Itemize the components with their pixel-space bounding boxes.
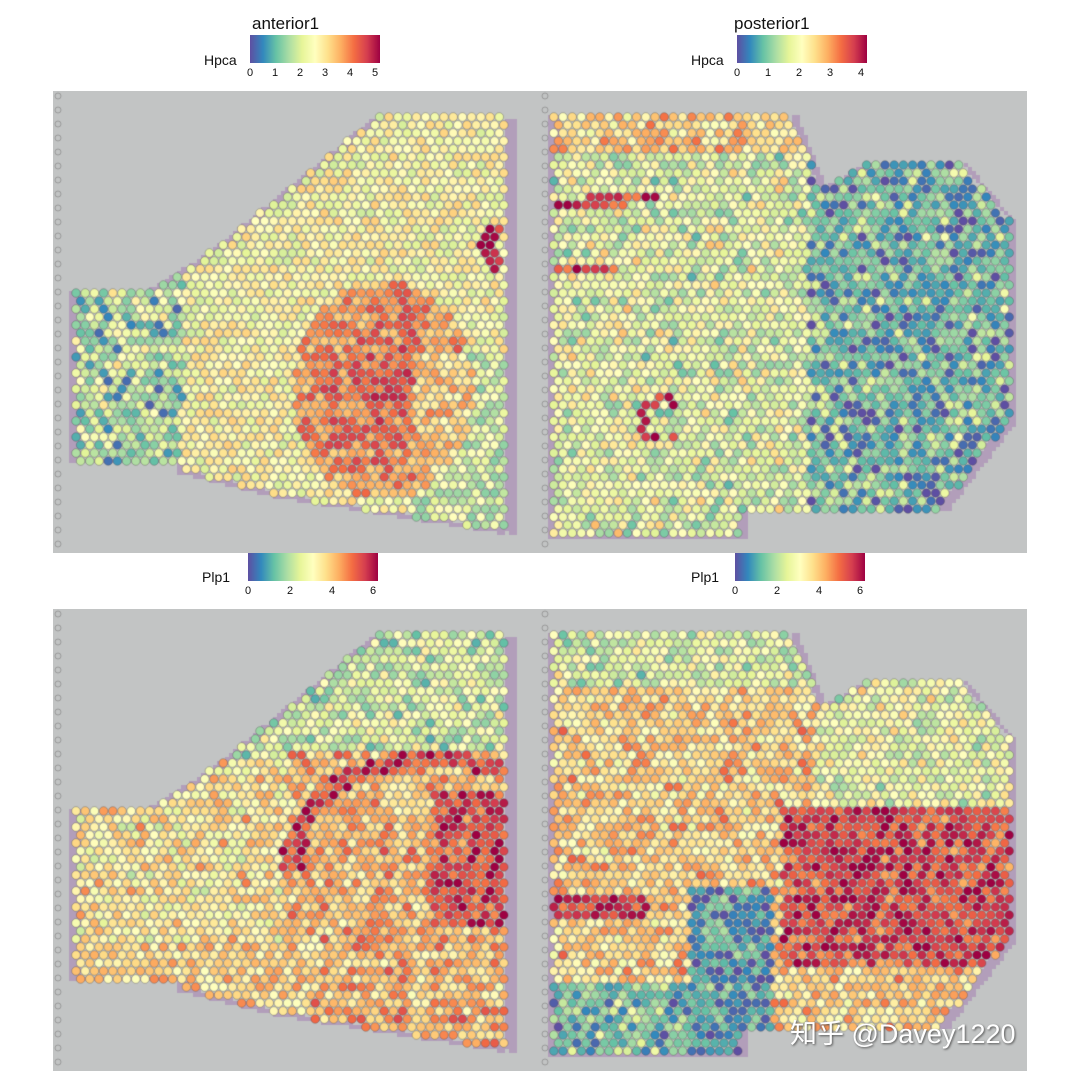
- tick-label: 2: [795, 67, 803, 79]
- tick-label: 1: [271, 67, 279, 79]
- spatial-plot-anterior-plp1: [53, 609, 540, 1071]
- tick-label: 0: [731, 585, 739, 597]
- legend-posterior-plp1: Plp1 0 2 4 6: [677, 553, 877, 603]
- watermark: 知乎 @Davey1220: [790, 1019, 1016, 1049]
- tick-label: 5: [371, 67, 379, 79]
- tick-label: 2: [773, 585, 781, 597]
- tick-label: 4: [857, 67, 865, 79]
- spatial-plot-posterior-plp1: [540, 609, 1027, 1071]
- colorbar: [250, 35, 380, 63]
- colorbar: [735, 553, 865, 581]
- tick-label: 0: [733, 67, 741, 79]
- tick-label: 6: [369, 585, 377, 597]
- tick-label: 6: [856, 585, 864, 597]
- tick-label: 0: [246, 67, 254, 79]
- tick-label: 3: [826, 67, 834, 79]
- colorbar: [737, 35, 867, 63]
- panel-title: anterior1: [252, 14, 320, 33]
- tick-label: 2: [286, 585, 294, 597]
- spatial-plot-posterior-hpca: [540, 91, 1027, 553]
- colorbar-label: Hpca: [204, 52, 237, 68]
- tick-label: 1: [764, 67, 772, 79]
- colorbar-label: Plp1: [691, 569, 720, 585]
- legend-posterior-hpca: posterior1 Hpca 0 1 2 3 4: [677, 10, 877, 85]
- tick-label: 4: [815, 585, 823, 597]
- legend-anterior-hpca: anterior1 Hpca 0 1 2 3 4 5: [190, 10, 390, 85]
- legend-anterior-plp1: Plp1 0 2 4 6: [190, 553, 390, 603]
- tick-label: 3: [321, 67, 329, 79]
- tick-label: 0: [244, 585, 252, 597]
- panel-title: posterior1: [734, 14, 810, 33]
- colorbar-label: Plp1: [202, 569, 231, 585]
- tick-label: 2: [296, 67, 304, 79]
- colorbar: [248, 553, 378, 581]
- tick-label: 4: [346, 67, 354, 79]
- spatial-plot-anterior-hpca: [53, 91, 540, 553]
- tick-label: 4: [328, 585, 336, 597]
- colorbar-label: Hpca: [691, 52, 724, 68]
